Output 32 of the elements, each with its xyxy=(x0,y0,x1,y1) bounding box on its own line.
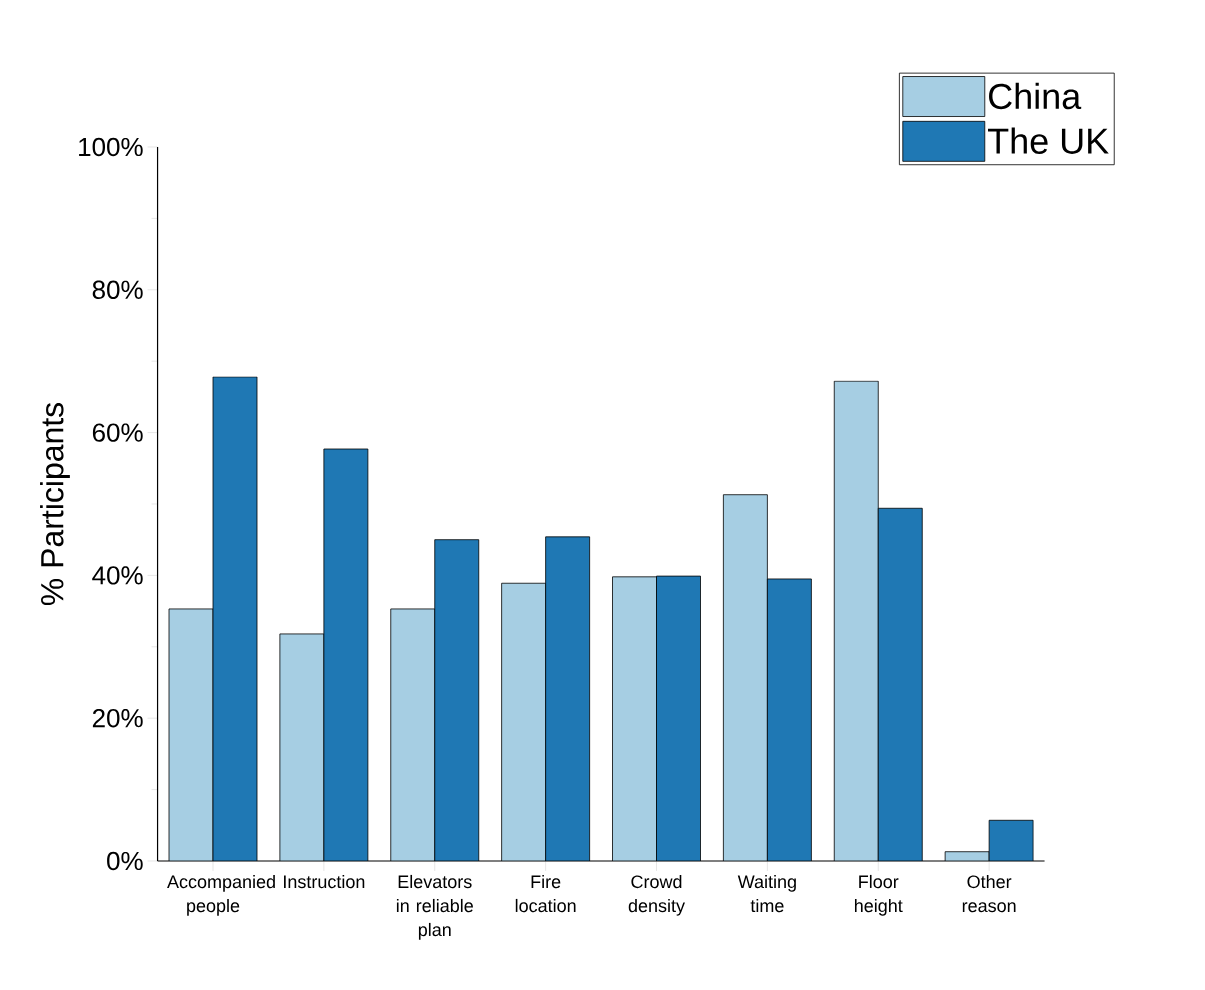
bar xyxy=(279,633,324,861)
y-tick-label: 20% xyxy=(92,708,143,728)
legend-label: China xyxy=(989,82,1082,110)
bar xyxy=(545,536,590,861)
bar xyxy=(501,583,546,861)
x-tick-label: Elevators in reliable plan xyxy=(396,874,473,940)
bar xyxy=(723,494,768,861)
y-tick-label: 80% xyxy=(92,280,143,299)
x-tick-label: Waiting time xyxy=(737,874,796,913)
x-tick-label: Fire location xyxy=(515,874,576,913)
bar xyxy=(656,576,701,861)
y-axis-title: % Participants xyxy=(40,402,70,606)
y-tick-label: 60% xyxy=(92,423,143,442)
y-tick-label: 0% xyxy=(107,851,143,871)
x-tick-label: Floor height xyxy=(854,874,903,916)
bar xyxy=(767,578,812,861)
bar xyxy=(834,381,879,861)
bar xyxy=(323,449,368,861)
x-tick-label: Instruction xyxy=(284,874,365,889)
bar xyxy=(169,608,214,861)
bar xyxy=(213,376,258,861)
y-tick-label: 40% xyxy=(92,566,143,585)
bar xyxy=(988,819,1034,861)
x-tick-label: Crowd density xyxy=(628,874,685,916)
x-tick-label: Other reason xyxy=(962,874,1016,913)
bar xyxy=(612,576,657,861)
y-tick-label: 100% xyxy=(79,137,143,157)
x-tick-label: Accompanied people xyxy=(167,874,275,916)
bar xyxy=(390,608,435,861)
bar xyxy=(878,508,923,861)
bar xyxy=(434,539,479,861)
legend-label: The UK xyxy=(988,127,1109,154)
